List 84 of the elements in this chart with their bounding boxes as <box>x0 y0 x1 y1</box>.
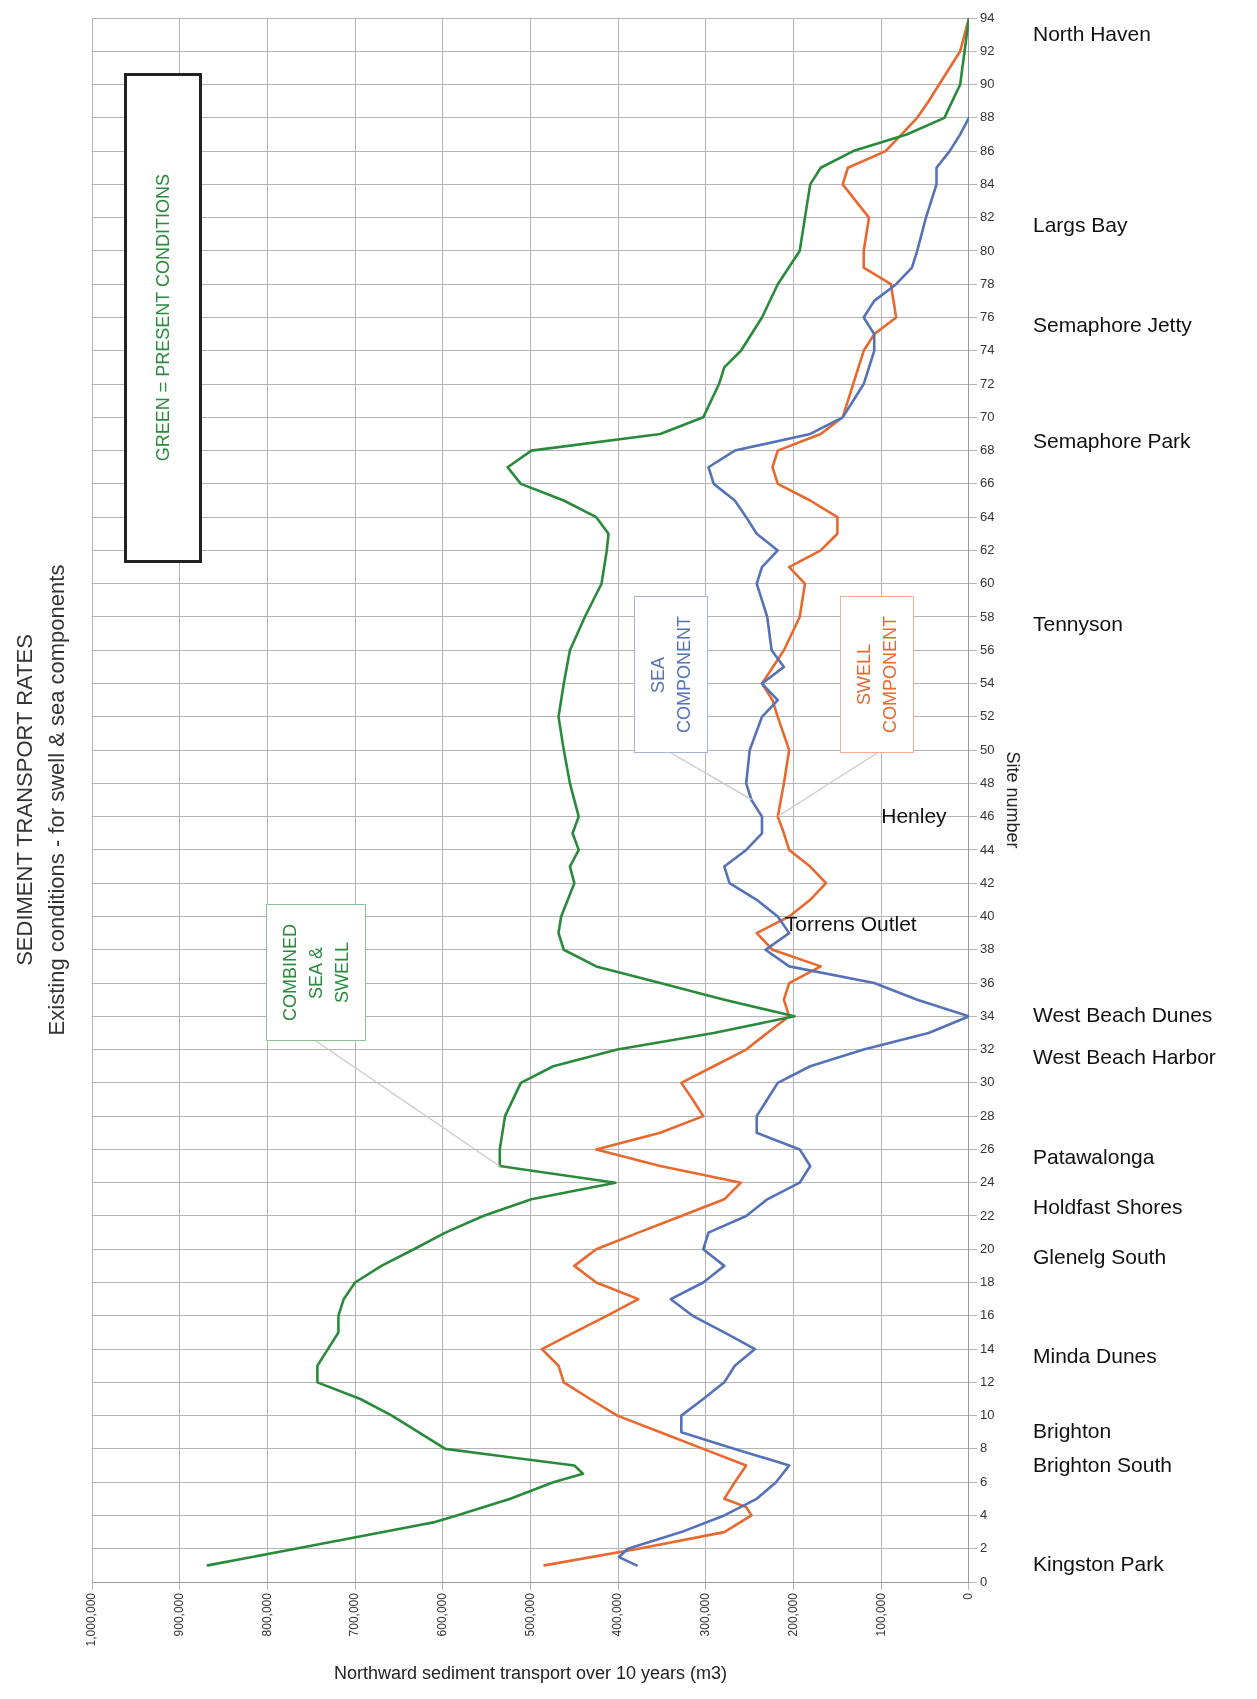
y-tick-label: 30 <box>979 1074 995 1090</box>
text: Tennyson <box>1033 611 1123 635</box>
text: West Beach Dunes <box>1033 1002 1213 1026</box>
annotation: Torrens Outlet <box>784 911 917 935</box>
text: North Haven <box>1033 22 1151 45</box>
callout-frame: SWELL COMPONENT <box>839 596 914 754</box>
x-tick-label: 700,000 <box>347 1592 362 1637</box>
y-tick-label: 6 <box>979 1473 988 1489</box>
text: Semaphore Jetty <box>1033 312 1193 336</box>
text: Existing conditions - for swell & sea components <box>44 564 70 1036</box>
text: Largs Bay <box>1033 212 1129 236</box>
annotation: Henley <box>881 804 948 828</box>
y-tick-label: 62 <box>979 542 995 558</box>
x-axis-title: Northward sediment transport over 10 years (m3) <box>333 1663 728 1684</box>
y-tick-label: 8 <box>979 1440 988 1456</box>
text: Semaphore Park <box>1033 428 1192 452</box>
x-tick-label: 900,000 <box>172 1592 187 1637</box>
y-tick-label: 44 <box>979 841 995 857</box>
x-tick-label: 600,000 <box>435 1592 450 1637</box>
text: Glenelg South <box>1033 1245 1167 1269</box>
y-tick-label: 36 <box>979 974 995 990</box>
text: Kingston Park <box>1033 1551 1165 1575</box>
text: West Beach Harbor <box>1033 1044 1216 1068</box>
annotation: GREEN = PRESENT CONDITIONS <box>151 174 174 462</box>
y-tick-label: 34 <box>979 1007 995 1023</box>
y-tick-label: 64 <box>979 508 995 524</box>
text: SEDIMENT TRANSPORT RATES <box>12 634 38 966</box>
x-tick-label: 400,000 <box>610 1592 625 1637</box>
y-tick-label: 74 <box>979 342 995 358</box>
x-tick-label: 0 <box>961 1592 976 1600</box>
x-tick-label: 800,000 <box>259 1592 274 1637</box>
y-tick-label: 94 <box>979 9 995 25</box>
y-tick-label: 50 <box>979 741 995 757</box>
y-tick-label: 72 <box>979 375 995 391</box>
y-tick-label: 10 <box>979 1407 995 1423</box>
y-tick-label: 90 <box>979 76 995 92</box>
y-tick-label: 32 <box>979 1041 995 1057</box>
y-tick-label: 40 <box>979 908 995 924</box>
y-tick-label: 16 <box>979 1307 995 1323</box>
y-tick-label: 86 <box>979 142 995 158</box>
y-tick-label: 60 <box>979 575 995 591</box>
y-tick-label: 0 <box>979 1573 988 1589</box>
text: Holdfast Shores <box>1033 1195 1183 1219</box>
y-axis-title: Site number <box>1003 751 1024 849</box>
y-tick-label: 84 <box>979 175 995 191</box>
y-tick-label: 22 <box>979 1207 995 1223</box>
y-tick-label: 18 <box>979 1274 995 1290</box>
y-tick-label: 88 <box>979 109 995 125</box>
y-tick-label: 28 <box>979 1107 995 1123</box>
y-tick-label: 2 <box>979 1540 988 1556</box>
y-tick-label: 46 <box>979 808 995 824</box>
y-tick-label: 54 <box>979 675 995 691</box>
y-tick-label: 48 <box>979 774 995 790</box>
text: Patawalonga <box>1033 1144 1155 1168</box>
text: Brighton South <box>1033 1453 1172 1477</box>
y-tick-label: 24 <box>979 1174 995 1190</box>
y-tick-label: 92 <box>979 42 995 58</box>
y-tick-label: 38 <box>979 941 995 957</box>
y-tick-label: 76 <box>979 309 995 325</box>
y-tick-label: 58 <box>979 608 995 624</box>
text: Minda Dunes <box>1033 1343 1157 1367</box>
y-tick-label: 14 <box>979 1340 995 1356</box>
y-tick-label: 68 <box>979 442 995 458</box>
y-tick-label: 4 <box>979 1507 988 1523</box>
callout-frame: SEA COMPONENT <box>633 596 708 754</box>
x-tick-label: 300,000 <box>698 1592 713 1637</box>
y-tick-label: 82 <box>979 209 995 225</box>
x-tick-label: 100,000 <box>873 1592 888 1637</box>
y-tick-label: 52 <box>979 708 995 724</box>
text: Brighton <box>1033 1418 1112 1442</box>
x-tick-label: 200,000 <box>785 1592 800 1637</box>
y-tick-label: 66 <box>979 475 995 491</box>
y-tick-label: 80 <box>979 242 995 258</box>
note-frame: GREEN = PRESENT CONDITIONS <box>123 73 202 563</box>
callout-frame: COMBINED SEA & SWELL <box>265 903 366 1041</box>
x-tick-label: 1,000,000 <box>84 1592 99 1647</box>
y-tick-label: 26 <box>979 1140 995 1156</box>
y-tick-label: 78 <box>979 275 995 291</box>
y-tick-label: 12 <box>979 1373 995 1389</box>
y-tick-label: 70 <box>979 408 995 424</box>
y-tick-label: 42 <box>979 874 995 890</box>
x-tick-label: 500,000 <box>522 1592 537 1637</box>
y-tick-label: 20 <box>979 1240 995 1256</box>
y-tick-label: 56 <box>979 641 995 657</box>
